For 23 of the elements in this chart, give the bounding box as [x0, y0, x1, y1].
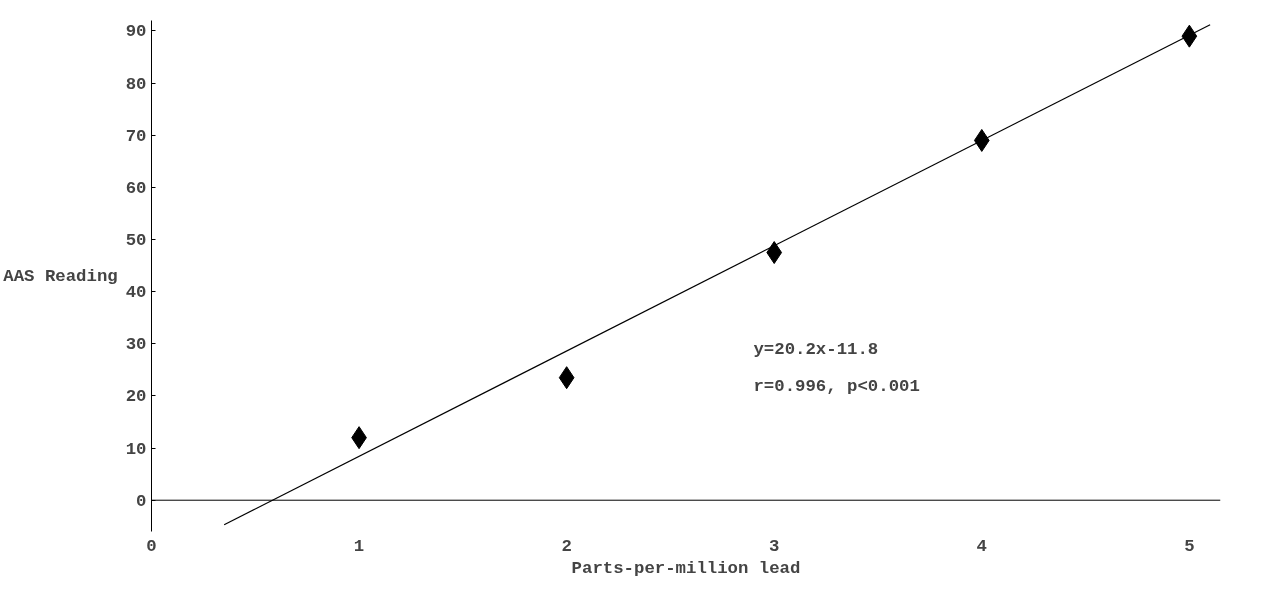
y-tick-label: 60	[125, 178, 147, 198]
x-tick-label: 4	[976, 536, 987, 556]
y-axis-title: AAS Reading	[3, 266, 118, 286]
x-tick-label: 3	[769, 536, 780, 556]
point	[558, 366, 575, 390]
y-tick-label: 0	[136, 491, 147, 511]
y-tick-label: 90	[125, 22, 147, 42]
y-tick-label: 50	[125, 231, 147, 250]
x-tick-label: 1	[353, 536, 365, 556]
point	[766, 241, 783, 265]
point	[1181, 24, 1198, 48]
y-tick-label: 70	[125, 126, 147, 146]
annotation: y=20.2x-11.8	[753, 340, 879, 360]
y-tick-label: 20	[125, 387, 147, 407]
annotation: r=0.996, p<0.001	[753, 376, 920, 396]
x-tick-label: 2	[561, 536, 572, 556]
x-axis-title: Parts-per-million lead	[571, 558, 801, 578]
y-tick-label: 80	[125, 74, 147, 94]
y-tick-label: 40	[125, 283, 147, 303]
x-tick-label: 5	[1184, 536, 1195, 556]
point	[973, 128, 990, 152]
y-tick-label: 30	[125, 335, 147, 355]
y-tick-label: 10	[125, 439, 147, 459]
